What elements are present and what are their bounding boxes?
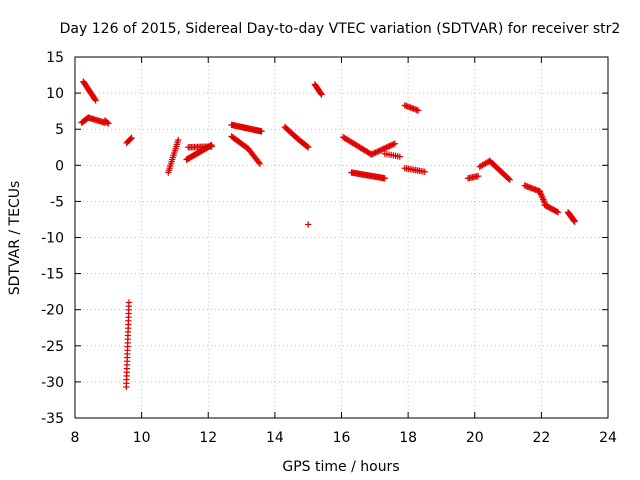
x-tick-label: 22: [532, 430, 550, 446]
data-point: [105, 120, 112, 127]
x-tick-labels: 8 10 12 14 16 18 20 22 24: [71, 430, 617, 446]
series-arc-t: [564, 209, 578, 225]
data-point: [381, 144, 389, 152]
data-point: [384, 143, 392, 151]
data-point: [91, 96, 99, 103]
chart-title: Day 126 of 2015, Sidereal Day-to-day VTE…: [60, 21, 621, 37]
data-point: [104, 119, 111, 126]
series-arc-m: [348, 169, 389, 182]
data-point: [380, 145, 388, 152]
series-arc-e: [165, 136, 182, 176]
x-axis-label: GPS time / hours: [282, 459, 399, 475]
series-arc-p: [401, 164, 428, 175]
x-tick-label: 16: [333, 430, 351, 446]
y-tick-label: 5: [55, 122, 64, 138]
series-arc-j: [304, 221, 312, 228]
data-point: [396, 153, 403, 160]
data-point: [123, 383, 130, 391]
x-tick-label: 24: [599, 430, 617, 446]
data-point: [383, 144, 390, 151]
x-tick-label: 14: [266, 430, 284, 446]
data-point: [391, 140, 398, 147]
data-point: [474, 172, 482, 180]
data-point: [369, 150, 377, 158]
series-arc-l: [339, 133, 398, 158]
series-arc-n: [381, 150, 403, 160]
data-point: [388, 141, 396, 149]
data-point: [317, 90, 324, 97]
data-point: [379, 146, 386, 153]
data-point: [377, 146, 385, 154]
axis-ticks: [74, 56, 609, 419]
series-arc-b: [78, 114, 112, 127]
data-point: [127, 135, 134, 143]
x-tick-label: 8: [71, 430, 80, 446]
series-arc-i: [281, 123, 312, 151]
data-point: [381, 175, 389, 182]
y-tick-label: -35: [41, 411, 64, 427]
data-point: [371, 149, 378, 157]
y-tick-label: 0: [55, 158, 64, 174]
y-axis-label: SDTVAR / TECUs: [7, 181, 23, 296]
y-tick-label: -20: [41, 303, 64, 319]
series-arc-g: [228, 121, 265, 135]
data-point: [506, 176, 513, 183]
series-arc-k: [311, 81, 325, 98]
data-point: [255, 159, 263, 166]
series-arc-o: [401, 102, 422, 114]
series-arc-h: [228, 133, 264, 168]
data-point: [375, 148, 382, 155]
data-point: [256, 160, 264, 168]
series-arc-d: [123, 299, 133, 391]
x-tick-label: 18: [399, 430, 417, 446]
data-point: [376, 147, 383, 154]
data-point: [304, 221, 312, 228]
data-point: [554, 209, 562, 216]
data-point: [372, 149, 379, 156]
x-tick-label: 12: [199, 430, 217, 446]
data-point: [373, 148, 381, 156]
data-point: [318, 91, 325, 98]
data-point: [390, 141, 397, 148]
y-tick-label: -15: [41, 267, 64, 283]
grid-lines: [75, 57, 608, 418]
data-point: [505, 175, 512, 182]
y-tick-labels: -35 -30 -25 -20 -15 -10 -5 0 5 10 15: [41, 50, 64, 427]
data-point: [421, 168, 428, 175]
data-point: [304, 144, 312, 151]
data-point: [208, 143, 215, 150]
data-point: [92, 97, 99, 104]
data-point: [258, 128, 265, 135]
series-arc-c: [123, 134, 135, 147]
data-point: [175, 136, 182, 144]
y-tick-label: -5: [50, 194, 64, 210]
data-point: [553, 208, 561, 215]
y-tick-label: 15: [46, 50, 64, 66]
data-point: [128, 134, 135, 142]
y-tick-label: 10: [46, 86, 64, 102]
y-tick-label: -25: [41, 339, 64, 355]
series-arc-r: [476, 157, 513, 183]
y-tick-label: -30: [41, 375, 64, 391]
data-point: [414, 107, 422, 114]
y-tick-label: -10: [41, 231, 64, 247]
series-arc-f: [183, 141, 215, 163]
data-point: [368, 151, 375, 158]
data-point: [571, 218, 578, 225]
series-arc-s: [521, 182, 562, 216]
series-arc-a: [80, 78, 99, 104]
data-point: [387, 142, 394, 149]
data-points: [78, 78, 578, 391]
data-point: [386, 142, 393, 150]
x-tick-label: 20: [466, 430, 484, 446]
x-tick-label: 10: [133, 430, 151, 446]
data-point: [304, 143, 311, 150]
series-arc-q: [464, 172, 482, 182]
